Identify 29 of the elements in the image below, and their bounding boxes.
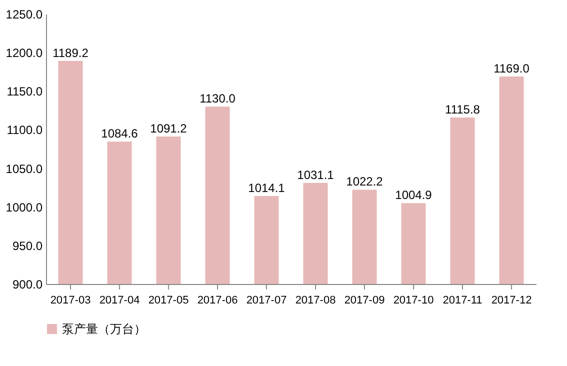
x-tick-label: 2017-08 bbox=[295, 294, 336, 306]
data-label: 1031.1 bbox=[297, 168, 334, 182]
data-label: 1084.6 bbox=[101, 126, 138, 141]
y-tick-label: 1100.0 bbox=[6, 123, 43, 138]
y-tick-label: 1150.0 bbox=[6, 84, 43, 99]
y-tick-label: 950.0 bbox=[12, 238, 43, 253]
x-tick-label: 2017-10 bbox=[393, 294, 434, 306]
data-label: 1004.9 bbox=[395, 188, 432, 202]
legend-label: 泵产量（万台） bbox=[62, 322, 146, 336]
data-label: 1022.2 bbox=[346, 174, 384, 189]
y-tick-label: 1000.0 bbox=[6, 200, 43, 214]
y-tick-label: 1200.0 bbox=[6, 46, 43, 60]
x-tick-label: 2017-07 bbox=[246, 294, 287, 306]
data-label: 1169.0 bbox=[494, 61, 530, 76]
y-tick-label: 1050.0 bbox=[6, 162, 43, 176]
data-label: 1014.1 bbox=[248, 180, 286, 195]
x-tick-label: 2017-05 bbox=[148, 294, 189, 306]
y-tick-label: 1250.0 bbox=[6, 8, 43, 22]
data-label: 1115.8 bbox=[445, 102, 480, 117]
y-tick-label: 900.0 bbox=[12, 278, 43, 292]
data-label: 1091.2 bbox=[150, 122, 188, 136]
data-label: 1189.2 bbox=[52, 46, 89, 60]
x-tick-label: 2017-12 bbox=[491, 294, 532, 306]
data-label: 1130.0 bbox=[200, 92, 236, 106]
x-tick-label: 2017-03 bbox=[50, 294, 91, 306]
x-tick-label: 2017-11 bbox=[442, 294, 482, 306]
x-tick-label: 2017-06 bbox=[197, 294, 238, 306]
x-tick-label: 2017-09 bbox=[344, 294, 385, 306]
x-tick-label: 2017-04 bbox=[99, 294, 140, 306]
